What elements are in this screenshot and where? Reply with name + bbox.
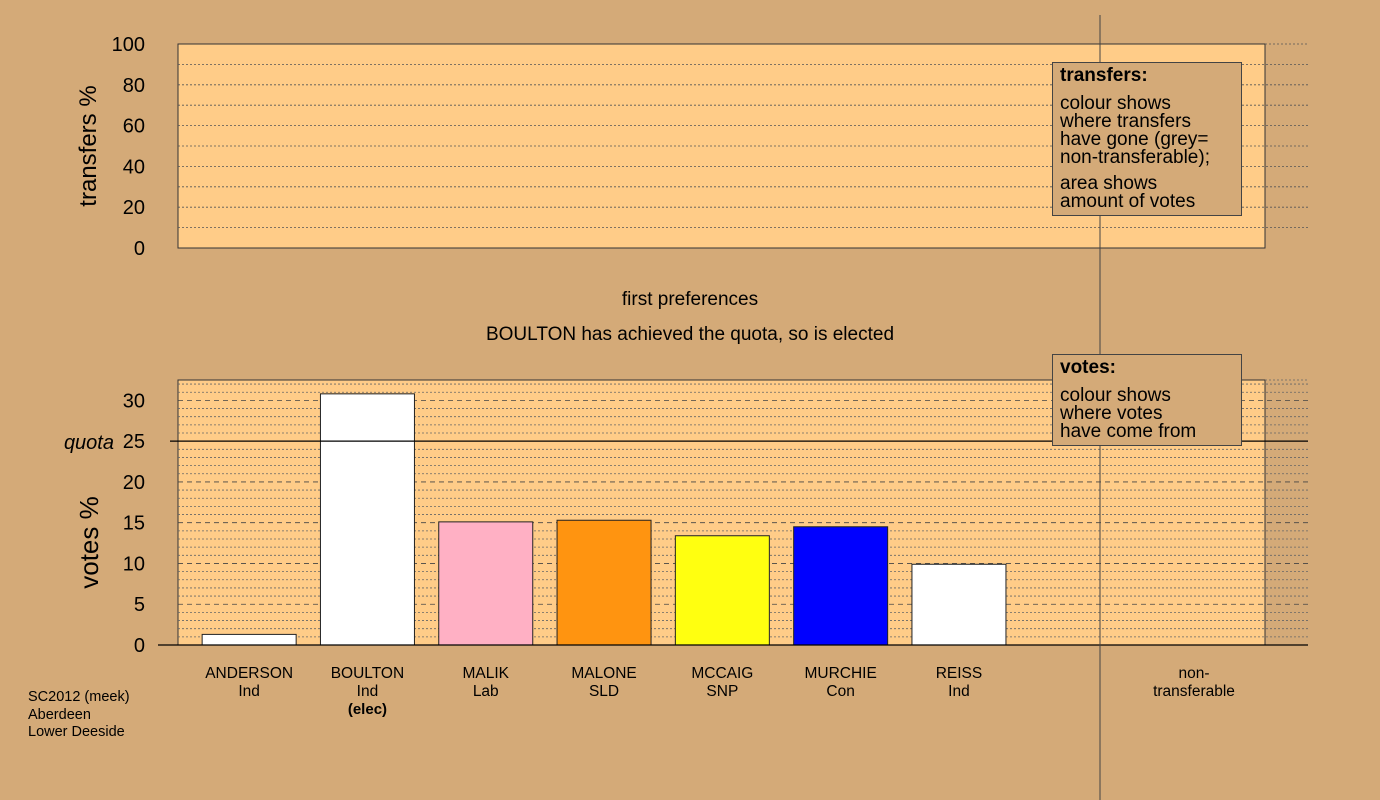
elected-note: (elec) <box>348 701 387 718</box>
nontransferable-label: non- <box>1178 665 1209 682</box>
y-tick-label: 80 <box>123 75 145 97</box>
candidate-name: MURCHIE <box>804 665 876 682</box>
legend-title: transfers: <box>1060 65 1148 86</box>
y-tick-label: 10 <box>123 553 145 575</box>
candidate-party: SLD <box>589 683 619 700</box>
footer-info: SC2012 (meek) Aberdeen Lower Deeside <box>28 689 130 742</box>
votes-legend: votes: colour shows where votes have come f… <box>1052 354 1242 446</box>
y-axis-label: votes % <box>74 496 104 589</box>
bar-malik <box>438 521 534 646</box>
candidate-party: Ind <box>238 683 260 700</box>
legend-title: votes: <box>1060 357 1116 378</box>
candidate-name: ANDERSON <box>205 665 293 682</box>
candidate-name: REISS <box>936 665 983 682</box>
y-axis-label: transfers % <box>75 85 102 206</box>
candidate-name: MALONE <box>571 665 636 682</box>
candidate-party: SNP <box>706 683 738 700</box>
legend-line: area shows <box>1060 173 1158 194</box>
bar-anderson <box>201 633 297 646</box>
y-tick-label: 30 <box>123 390 145 412</box>
legend-paragraph: area shows amount of votes <box>1060 173 1234 212</box>
bar-malone <box>556 519 652 646</box>
candidate-party: Ind <box>948 683 970 700</box>
candidate-party: Con <box>826 683 854 700</box>
legend-line: colour shows <box>1060 93 1171 114</box>
legend-line: amount of votes <box>1060 191 1196 212</box>
y-tick-label: 40 <box>123 156 145 178</box>
bar-boulton <box>319 393 415 646</box>
y-tick-label: 60 <box>123 116 145 138</box>
bar-murchie <box>793 526 889 646</box>
candidate-party: Lab <box>473 683 499 700</box>
y-tick-label: 0 <box>134 635 145 657</box>
y-tick-label: 20 <box>123 472 145 494</box>
legend-line: where votes <box>1060 403 1163 424</box>
legend-line: where transfers <box>1060 111 1191 132</box>
legend-paragraph: colour shows where votes have come from <box>1060 385 1234 442</box>
candidate-name: MALIK <box>462 665 509 682</box>
chart-title: first preferences <box>621 289 759 310</box>
chart-subtitle: BOULTON has achieved the quota, so is el… <box>485 324 895 345</box>
y-tick-label: 20 <box>123 197 145 219</box>
legend-paragraph: colour shows where transfers have gone (gr… <box>1060 93 1234 168</box>
y-tick-label: 100 <box>112 34 145 56</box>
footer-line: Lower Deeside <box>28 724 125 740</box>
legend-line: have come from <box>1060 421 1197 442</box>
footer-line: Aberdeen <box>28 706 91 723</box>
footer-line: SC2012 (meek) <box>28 689 130 705</box>
legend-line: non-transferable); <box>1060 147 1210 168</box>
bar-reiss <box>911 563 1007 646</box>
legend-line: have gone (grey= <box>1060 129 1209 150</box>
candidate-name: BOULTON <box>331 665 405 682</box>
quota-label: quota <box>64 432 114 454</box>
transfers-legend: transfers: colour shows where transfers hav… <box>1052 62 1242 216</box>
candidate-party: Ind <box>357 683 379 700</box>
nontransferable-label: transferable <box>1153 683 1235 700</box>
y-tick-label: 0 <box>134 238 145 260</box>
candidate-name: MCCAIG <box>691 665 753 682</box>
y-tick-label: 15 <box>123 513 145 535</box>
bar-mccaig <box>674 535 770 646</box>
y-tick-label: 25 <box>123 431 145 453</box>
legend-line: colour shows <box>1060 385 1171 406</box>
y-tick-label: 5 <box>134 594 145 616</box>
